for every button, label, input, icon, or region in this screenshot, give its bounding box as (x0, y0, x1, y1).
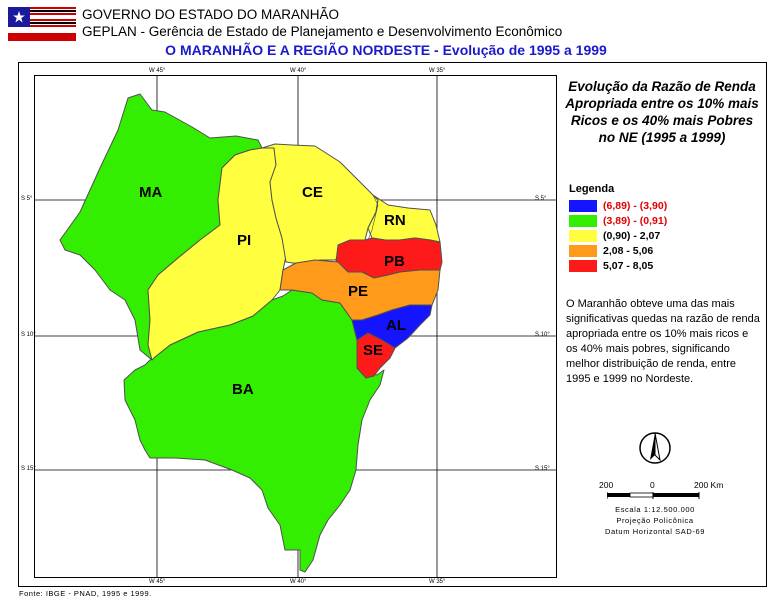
lon-label-top: W 45° (149, 68, 166, 74)
maranhao-flag-logo (8, 7, 76, 41)
datum-text: Datum Horizontal SAD-69 (604, 527, 706, 536)
lon-label-bottom: W 45° (149, 579, 166, 585)
legend-title: Legenda (569, 183, 615, 195)
legend-swatch (569, 230, 597, 242)
legend-label: (3,89) - (0,91) (603, 215, 668, 227)
department-name: GEPLAN - Gerência de Estado de Planejame… (82, 24, 563, 39)
scale-label-right: 200 Km (694, 480, 724, 490)
lat-label-right: S 15° (535, 466, 550, 472)
org-name: GOVERNO DO ESTADO DO MARANHÃO (82, 7, 340, 22)
state-label-pe: PE (348, 283, 369, 300)
scale-bar-graphic (607, 492, 700, 499)
lon-label-bottom: W 35° (429, 579, 446, 585)
lat-label-right: S 5° (535, 196, 547, 202)
scale-bar: 200 0 200 Km (594, 480, 729, 520)
legend-item: (0,90) - 2,07 (569, 229, 660, 243)
state-label-rn: RN (384, 212, 406, 229)
lat-label-left: S 5° (21, 196, 33, 202)
legend-swatch (569, 260, 597, 272)
north-arrow-icon (639, 432, 671, 464)
legend-label: 2,08 - 5,06 (603, 245, 654, 257)
source-note: Fonte: IBGE - PNAD, 1995 e 1999. (19, 589, 152, 598)
projection-text: Projeção Policônica (616, 516, 694, 525)
legend-item: 5,07 - 8,05 (569, 259, 653, 273)
scale-label-mid: 0 (650, 480, 655, 490)
state-label-se: SE (363, 342, 384, 359)
legend-swatch (569, 215, 597, 227)
scale-label-left: 200 (599, 480, 614, 490)
state-label-ma: MA (139, 184, 163, 201)
state-label-ce: CE (302, 184, 323, 201)
map-frame (34, 75, 557, 578)
state-label-pi: PI (237, 232, 252, 249)
legend-item: (3,89) - (0,91) (569, 214, 667, 228)
lon-label-bottom: W 40° (290, 579, 307, 585)
lat-label-left: S 10° (21, 332, 36, 338)
lat-label-left: S 15° (21, 466, 36, 472)
lon-label-top: W 40° (290, 68, 307, 74)
state-label-pb: PB (384, 253, 405, 270)
state-label-ba: BA (232, 381, 254, 398)
page-title: O MARANHÃO E A REGIÃO NORDESTE - Evoluçã… (165, 42, 607, 58)
legend-label: 5,07 - 8,05 (603, 260, 654, 272)
panel-title: Evolução da Razão de Renda Apropriada en… (565, 79, 759, 145)
description-text: O Maranhão obteve uma das mais significa… (566, 298, 760, 385)
legend-item: 2,08 - 5,06 (569, 244, 653, 258)
outer-frame (18, 62, 767, 587)
scale-text: Escala 1:12.500.000 (615, 505, 695, 514)
legend-swatch (569, 200, 597, 212)
legend-label: (6,89) - (3,90) (603, 200, 668, 212)
legend-swatch (569, 245, 597, 257)
legend-item: (6,89) - (3,90) (569, 199, 667, 213)
state-label-al: AL (386, 317, 406, 334)
legend-label: (0,90) - 2,07 (603, 230, 661, 242)
lat-label-right: S 10° (535, 332, 550, 338)
lon-label-top: W 35° (429, 68, 446, 74)
